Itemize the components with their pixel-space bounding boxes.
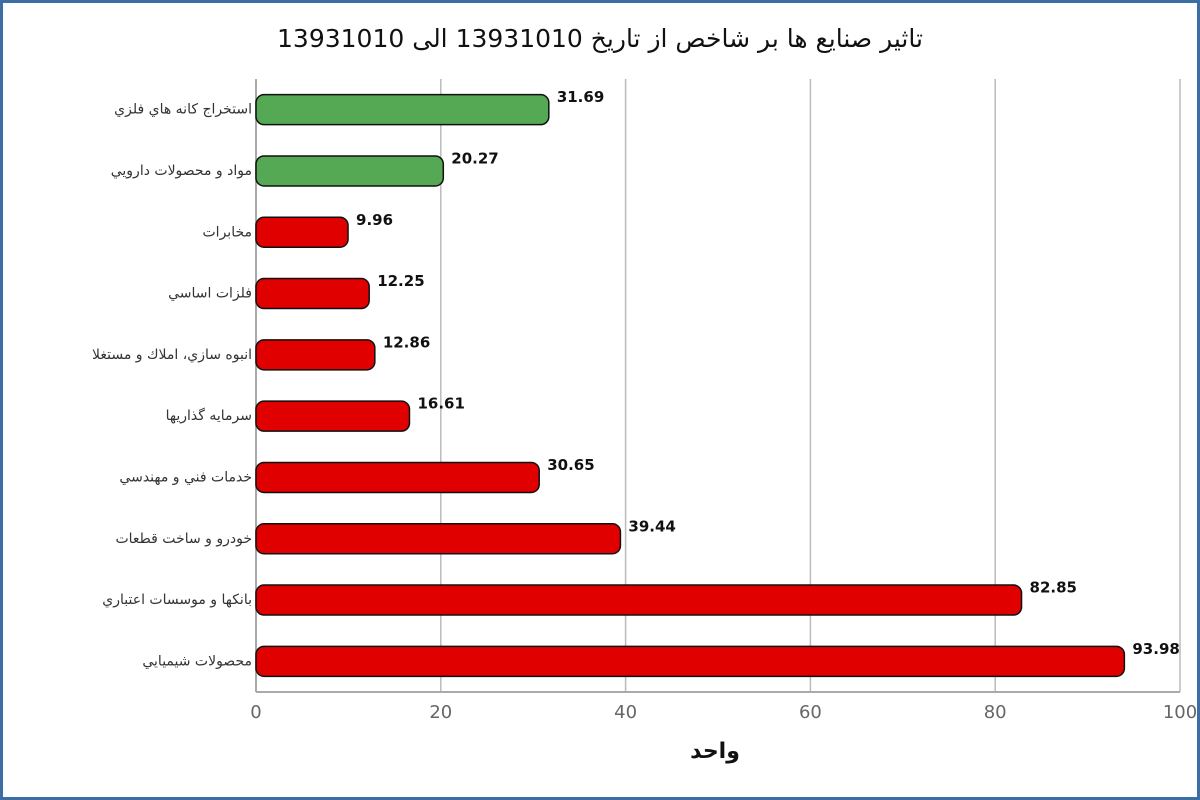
bar <box>255 93 550 126</box>
bar <box>255 155 445 187</box>
value-label: 93.98 <box>1132 640 1179 658</box>
y-tick-label: مواد و محصولات دارويي <box>111 163 252 179</box>
y-tick-label: خدمات فني و مهندسي <box>119 469 252 485</box>
y-tick-label: استخراج كانه هاي فلزي <box>114 102 252 118</box>
y-tick-label: انبوه سازي، املاك و مستغلا <box>92 347 252 363</box>
bar <box>255 400 411 432</box>
value-label: 12.25 <box>377 272 424 290</box>
x-tick-label: 60 <box>799 702 822 723</box>
x-tick-label: 0 <box>250 702 261 723</box>
value-label: 16.61 <box>417 395 464 413</box>
bar <box>255 645 1126 678</box>
bar <box>255 277 370 310</box>
chart-title: تاثير صنايع ها بر شاخص از تاريخ 13931010… <box>277 24 923 54</box>
y-tick-label: فلزات اساسي <box>168 286 252 302</box>
value-label: 31.69 <box>557 88 604 106</box>
bar <box>255 461 540 494</box>
x-tick-label: 100 <box>1163 702 1197 723</box>
x-axis-title: واحد <box>690 739 740 764</box>
value-label: 82.85 <box>1030 579 1077 597</box>
bar <box>255 584 1023 616</box>
bar <box>255 216 349 248</box>
value-label: 20.27 <box>451 149 498 167</box>
x-tick-label: 20 <box>429 702 452 723</box>
value-label: 12.86 <box>383 333 430 351</box>
x-tick-label: 40 <box>614 702 637 723</box>
value-label: 39.44 <box>628 517 675 535</box>
y-tick-label: سرمايه گذاريها <box>166 407 252 424</box>
bar <box>255 339 376 371</box>
value-label: 30.65 <box>547 456 594 474</box>
y-tick-label: مخابرات <box>203 224 253 240</box>
bar <box>255 523 622 555</box>
value-label: 9.96 <box>356 211 393 229</box>
y-tick-label: بانكها و موسسات اعتباري <box>102 592 252 608</box>
x-tick-label: 80 <box>984 702 1007 723</box>
y-tick-label: خودرو و ساخت قطعات <box>115 531 252 547</box>
y-tick-label: محصولات شيميايي <box>142 653 252 669</box>
